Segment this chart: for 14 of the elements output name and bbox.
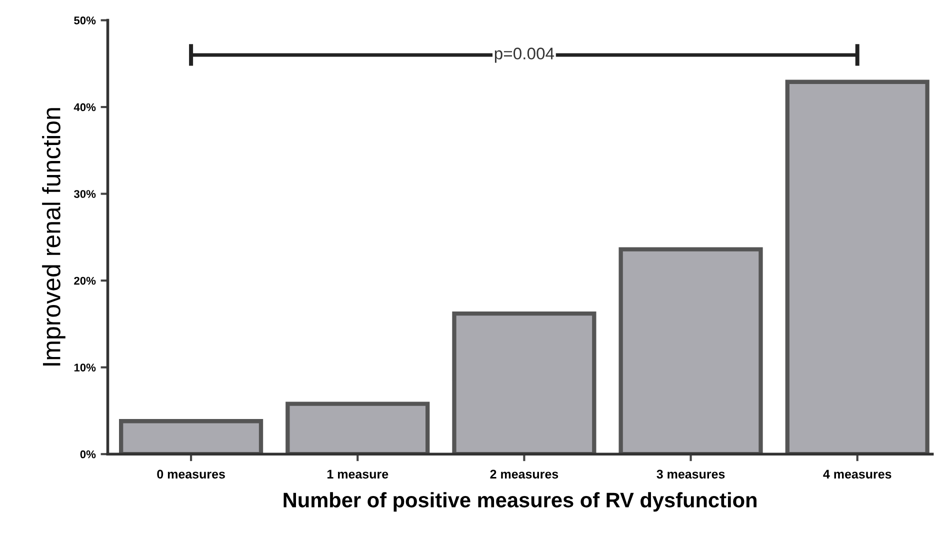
annotation: p=0.004 xyxy=(494,48,554,63)
x-tick-label: 2 measures xyxy=(490,470,558,479)
x-axis-title: Number of positive measures of RV dysfunction xyxy=(284,492,756,512)
y-tick-label: 20% xyxy=(74,276,96,285)
x-tick-label: 0 measures xyxy=(157,470,225,479)
y-axis-title: Improved renal function xyxy=(42,108,66,366)
x-tick-label: 1 measure xyxy=(327,470,388,479)
y-tick-label: 50% xyxy=(74,16,96,24)
y-tick-label: 40% xyxy=(74,103,96,112)
x-tick-label: 3 measures xyxy=(656,470,725,479)
y-tick-label: 10% xyxy=(74,364,96,372)
y-tick-label: 30% xyxy=(74,190,96,198)
y-tick-label: 0% xyxy=(80,450,96,458)
x-tick-label: 4 measures xyxy=(823,470,892,479)
